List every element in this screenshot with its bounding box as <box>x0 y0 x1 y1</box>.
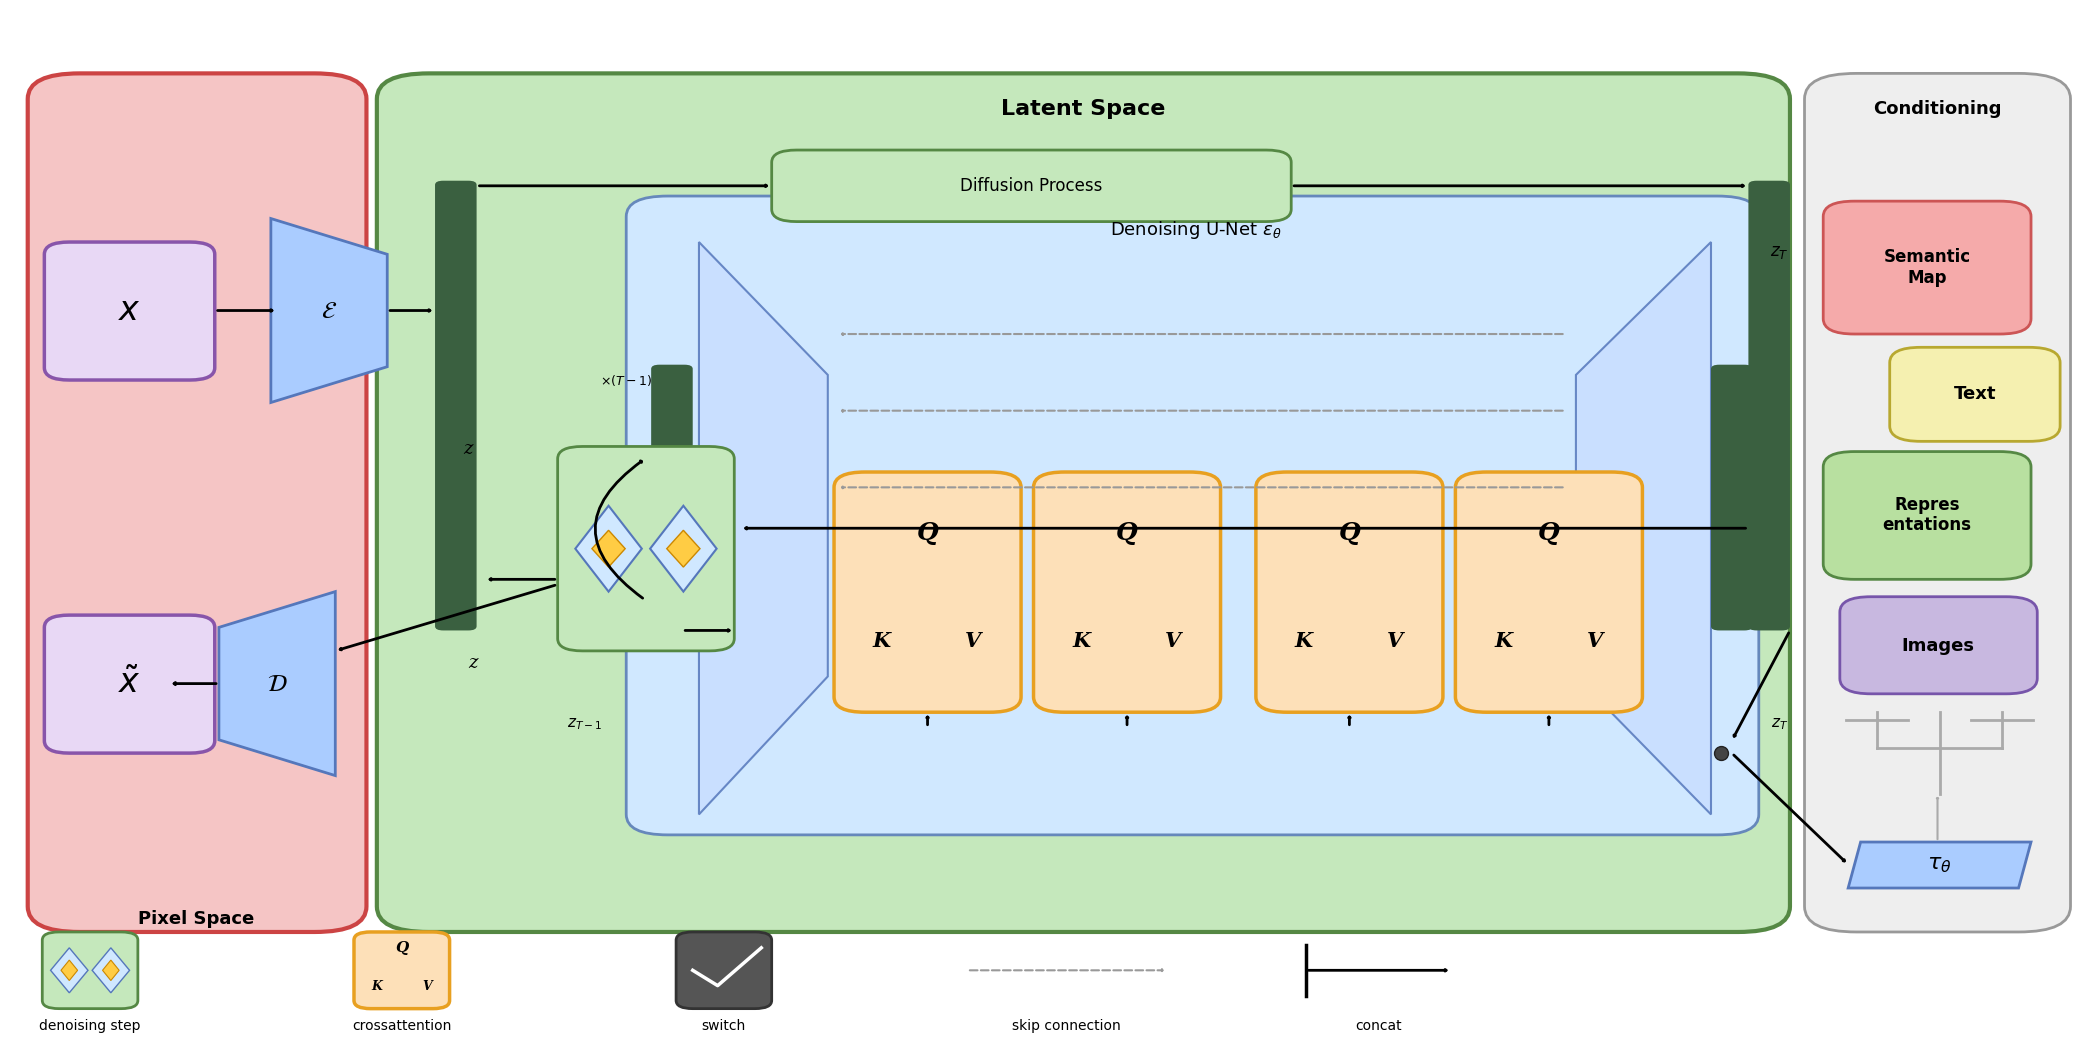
Text: crossattention: crossattention <box>351 1019 452 1033</box>
Polygon shape <box>92 948 130 993</box>
FancyBboxPatch shape <box>559 446 734 651</box>
FancyBboxPatch shape <box>1456 472 1642 713</box>
Text: Q: Q <box>916 521 939 545</box>
Text: skip connection: skip connection <box>1013 1019 1121 1033</box>
Text: V: V <box>1165 631 1180 651</box>
Text: V: V <box>423 981 431 993</box>
Text: Latent Space: Latent Space <box>1002 99 1165 119</box>
FancyBboxPatch shape <box>626 196 1759 835</box>
FancyBboxPatch shape <box>1749 180 1791 630</box>
FancyBboxPatch shape <box>44 242 215 380</box>
Text: Pixel Space: Pixel Space <box>138 910 253 927</box>
Text: $x$: $x$ <box>117 294 140 327</box>
FancyBboxPatch shape <box>1033 472 1220 713</box>
Polygon shape <box>575 505 642 592</box>
Text: V: V <box>964 631 981 651</box>
FancyBboxPatch shape <box>1824 451 2031 579</box>
Text: Diffusion Process: Diffusion Process <box>960 177 1102 195</box>
FancyBboxPatch shape <box>42 932 138 1009</box>
Polygon shape <box>651 505 718 592</box>
Text: Semantic
Map: Semantic Map <box>1883 248 1971 287</box>
FancyBboxPatch shape <box>772 150 1291 222</box>
Text: denoising step: denoising step <box>40 1019 140 1033</box>
FancyBboxPatch shape <box>835 472 1021 713</box>
Text: concat: concat <box>1356 1019 1402 1033</box>
Text: z: z <box>469 654 477 672</box>
Text: Repres
entations: Repres entations <box>1883 496 1971 535</box>
FancyBboxPatch shape <box>354 932 450 1009</box>
FancyBboxPatch shape <box>676 932 772 1009</box>
Polygon shape <box>667 530 701 567</box>
Text: $\times(T-1)$: $\times(T-1)$ <box>600 373 653 388</box>
Text: K: K <box>1494 631 1513 651</box>
Text: Text: Text <box>1954 386 1996 403</box>
FancyBboxPatch shape <box>44 615 215 753</box>
Text: Q: Q <box>395 941 408 954</box>
Text: z: z <box>464 440 473 457</box>
Polygon shape <box>103 960 119 981</box>
Text: $z_{T-1}$: $z_{T-1}$ <box>567 717 602 733</box>
Text: Conditioning: Conditioning <box>1872 100 2002 118</box>
Polygon shape <box>592 530 626 567</box>
Polygon shape <box>699 242 828 815</box>
Text: Q: Q <box>1339 521 1360 545</box>
FancyBboxPatch shape <box>1711 365 1753 630</box>
FancyBboxPatch shape <box>1255 472 1443 713</box>
Text: $\mathcal{E}$: $\mathcal{E}$ <box>320 298 337 323</box>
Text: $\tilde{x}$: $\tilde{x}$ <box>117 667 140 700</box>
Text: K: K <box>372 981 383 993</box>
Polygon shape <box>270 219 387 402</box>
Polygon shape <box>220 592 335 775</box>
Text: V: V <box>1387 631 1404 651</box>
Text: $z_T$: $z_T$ <box>1770 244 1789 260</box>
Polygon shape <box>50 948 88 993</box>
Text: K: K <box>872 631 891 651</box>
Text: K: K <box>1295 631 1314 651</box>
Polygon shape <box>61 960 77 981</box>
Text: $\tau_\theta$: $\tau_\theta$ <box>1927 854 1952 874</box>
Text: Images: Images <box>1902 637 1975 654</box>
Text: Q: Q <box>1538 521 1561 545</box>
FancyBboxPatch shape <box>27 73 366 932</box>
Text: $\mathcal{D}$: $\mathcal{D}$ <box>268 672 287 696</box>
Text: switch: switch <box>701 1019 747 1033</box>
FancyBboxPatch shape <box>1839 597 2038 694</box>
FancyBboxPatch shape <box>1889 347 2061 442</box>
Text: $z_T$: $z_T$ <box>1772 717 1789 733</box>
Polygon shape <box>1847 842 2031 888</box>
Text: Q: Q <box>1117 521 1138 545</box>
Text: V: V <box>1586 631 1602 651</box>
Polygon shape <box>1575 242 1711 815</box>
FancyBboxPatch shape <box>377 73 1791 932</box>
FancyBboxPatch shape <box>1824 201 2031 334</box>
FancyBboxPatch shape <box>1805 73 2071 932</box>
FancyBboxPatch shape <box>435 180 477 630</box>
Text: Denoising U-Net $\epsilon_\theta$: Denoising U-Net $\epsilon_\theta$ <box>1111 219 1282 241</box>
FancyBboxPatch shape <box>651 365 692 630</box>
Text: K: K <box>1073 631 1090 651</box>
